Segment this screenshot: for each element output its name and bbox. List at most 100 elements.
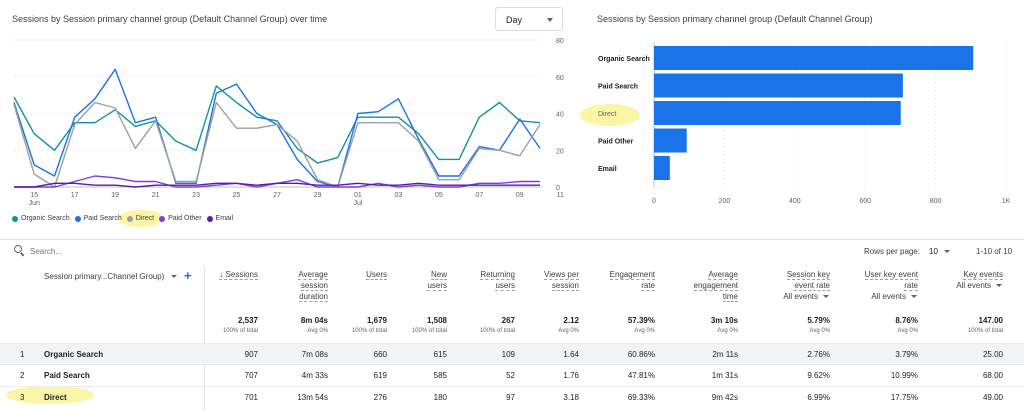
total-subtext: Avg 0% [897, 328, 918, 334]
x-tick-label: 800 [930, 198, 942, 205]
highlight-mark [580, 104, 640, 126]
chevron-down-icon [547, 18, 553, 22]
event-filter-dropdown[interactable]: All events [933, 280, 1002, 291]
table-cell: 276 [373, 393, 387, 402]
legend-label: Organic Search [21, 215, 70, 222]
legend-item[interactable]: Paid Search [74, 215, 122, 222]
column-header-label: Average [708, 270, 738, 280]
bar-category-label: Organic Search [598, 56, 650, 63]
table-cell: 109 [501, 350, 515, 359]
series-line-direct[interactable] [13, 101, 541, 188]
table-cell: 7m 08s [301, 350, 328, 359]
total-value: 8m 04s [300, 316, 328, 325]
column-header-label: duration [299, 292, 328, 302]
bar-category-label: Paid Search [598, 84, 638, 91]
granularity-dropdown[interactable]: Day [495, 7, 563, 31]
y-tick-label: 60 [556, 75, 564, 82]
total-subtext: 100% of total [222, 328, 258, 334]
column-header[interactable]: Engagement rate [590, 269, 655, 291]
series-line-paid-search[interactable] [13, 68, 541, 188]
legend-item[interactable]: Direct [126, 215, 155, 222]
x-tick-sublabel: Jul [353, 200, 362, 207]
rows-per-page-label: Rows per page: [864, 247, 921, 256]
row-index: 3 [20, 393, 25, 402]
bar-direct[interactable] [654, 101, 901, 125]
search-icon[interactable] [14, 245, 22, 253]
x-tick-label: 27 [273, 192, 281, 199]
legend-dot-icon [74, 215, 81, 222]
column-header-label: Views per [544, 270, 579, 280]
column-header-label: Session key [786, 270, 830, 280]
column-header-label: time [722, 292, 738, 302]
line-chart-title: Sessions by Session primary channel grou… [12, 14, 328, 24]
total-value: 57.39% [627, 316, 655, 325]
total-subtext: 100% of total [411, 328, 447, 334]
x-tick-label: 25 [233, 192, 241, 199]
table-cell: 3.18 [563, 393, 579, 402]
y-tick-label: 80 [556, 38, 564, 45]
table-toolbar: Rows per page: 10 1-10 of 10 [0, 242, 1024, 262]
bar-paid-search[interactable] [654, 73, 903, 98]
table-cell: 2.76% [807, 350, 830, 359]
legend-item[interactable]: Paid Other [159, 215, 202, 222]
x-tick-sublabel: Jun [29, 200, 40, 207]
total-value: 2.12 [563, 316, 579, 325]
table-cell: 60.86% [627, 350, 655, 359]
column-header[interactable]: Views per session [524, 269, 579, 291]
column-header[interactable]: Returning users [455, 269, 515, 291]
table-row[interactable]: 3 Direct 701 13m 54s 276 180 97 3.18 69.33% 9m 42… [0, 386, 1024, 406]
table-cell: 9m 42s [711, 393, 738, 402]
column-header[interactable]: Key events All events [933, 269, 1003, 291]
column-header[interactable]: Session key event rate All events [740, 269, 830, 302]
column-header[interactable]: Average session duration [268, 269, 328, 302]
column-header[interactable]: Average engagement time [673, 269, 738, 302]
series-line-organic-search[interactable] [13, 85, 541, 164]
x-tick-label: 400 [789, 198, 801, 205]
total-subtext: 100% of total [351, 328, 387, 334]
event-filter-dropdown[interactable]: All events [833, 291, 917, 302]
table-cell: 10.99% [890, 371, 918, 380]
chevron-down-icon[interactable] [171, 275, 177, 278]
bar-organic-search[interactable] [654, 46, 974, 70]
add-dimension-button[interactable]: + [184, 268, 192, 283]
legend-dot-icon [126, 215, 133, 222]
x-tick-label: 11 [557, 192, 564, 199]
table-cell: 68.00 [982, 371, 1003, 380]
bar-email[interactable] [654, 156, 670, 180]
x-tick-label: 200 [719, 198, 731, 205]
x-tick-label: 05 [435, 192, 443, 199]
table-cell: 17.75% [890, 393, 918, 402]
series-line-email[interactable] [14, 182, 540, 188]
row-dimension-value[interactable]: Direct [44, 393, 67, 402]
bar-paid-other[interactable] [654, 128, 687, 153]
table-cell: 619 [373, 371, 387, 380]
legend-dot-icon [12, 215, 18, 222]
search-input[interactable] [30, 247, 230, 256]
table-cell: 585 [433, 371, 447, 380]
event-filter-dropdown[interactable]: All events [740, 291, 829, 302]
row-dimension-value[interactable]: Paid Search [44, 371, 90, 380]
highlight-mark [6, 386, 94, 404]
row-dimension-value[interactable]: Organic Search [44, 350, 104, 359]
table-cell: 615 [433, 350, 447, 359]
y-tick-label: 0 [556, 185, 560, 192]
legend-item[interactable]: Email [206, 215, 234, 222]
legend-label: Paid Search [83, 215, 122, 222]
table-row[interactable]: 1 Organic Search 907 7m 08s 660 615 109 1.64 60.… [0, 343, 1024, 363]
legend-item[interactable]: Organic Search [12, 215, 70, 222]
row-index: 1 [20, 350, 25, 359]
legend-label: Email [215, 215, 234, 222]
column-header[interactable]: Users [337, 269, 387, 280]
x-tick-label: 19 [111, 192, 119, 199]
column-header[interactable]: New users [397, 269, 447, 291]
rows-per-page-select[interactable]: 10 [929, 247, 938, 256]
column-header[interactable]: User key event rate All events [833, 269, 918, 302]
column-header[interactable]: ↓ Sessions [188, 269, 258, 280]
table-row[interactable]: 2 Paid Search 707 4m 33s 619 585 52 1.76 47.81% 1… [0, 364, 1024, 384]
table-cell: 49.00 [982, 393, 1003, 402]
legend-label: Direct [135, 215, 155, 222]
dimension-column-header[interactable]: Session primary...Channel Group) [44, 272, 165, 281]
y-tick-label: 40 [556, 112, 564, 119]
chevron-down-icon[interactable] [944, 250, 950, 253]
column-header-label: ↓ Sessions [219, 270, 258, 280]
